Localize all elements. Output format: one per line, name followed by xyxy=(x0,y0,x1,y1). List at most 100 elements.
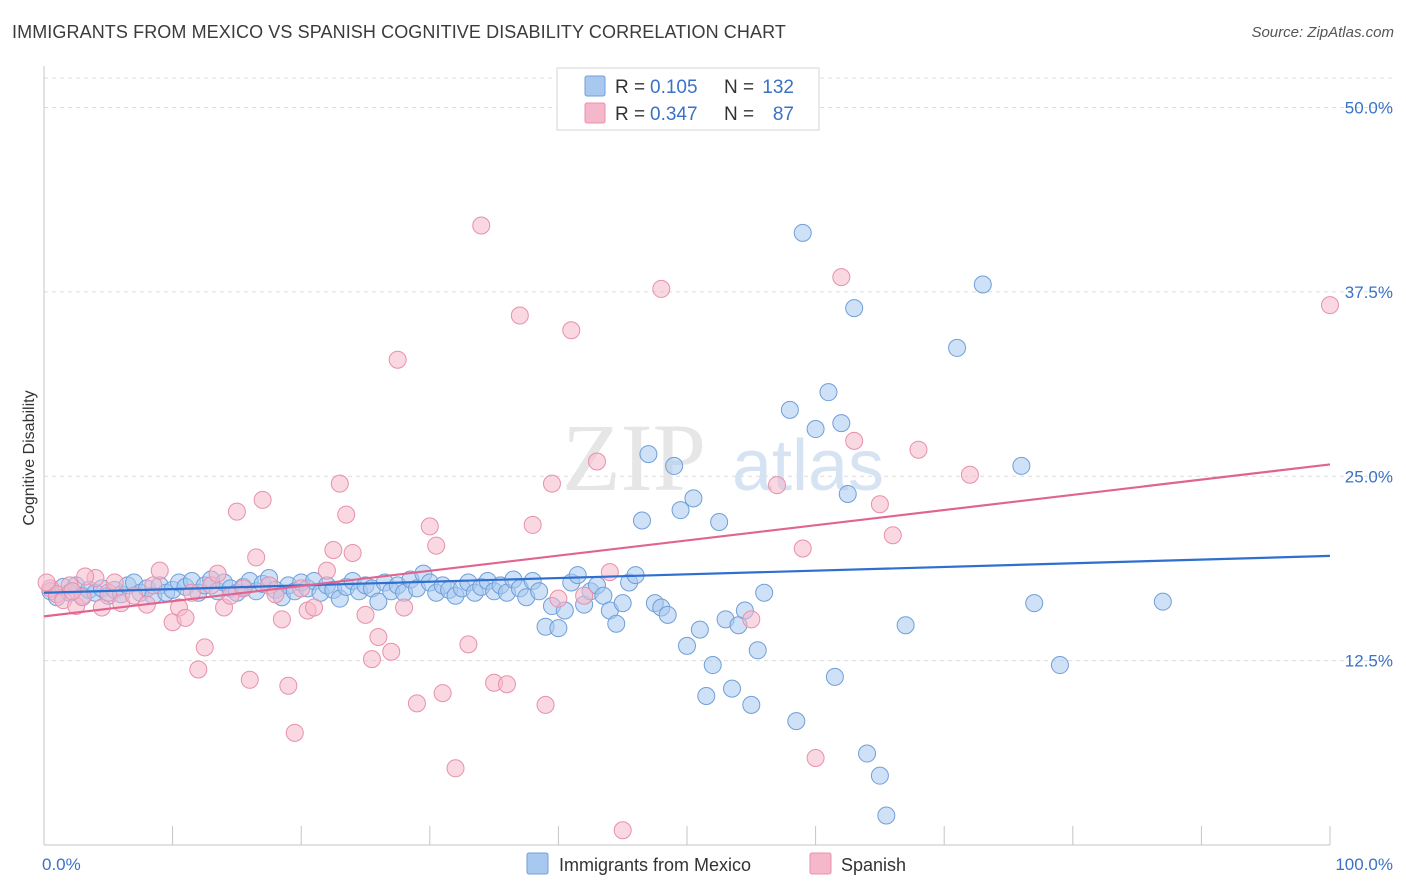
stats-legend-swatch-blue xyxy=(584,75,606,97)
x-axis-min-label: 0.0% xyxy=(42,855,81,874)
point-spanish-32 xyxy=(279,676,298,695)
y-tick-label-3: 50.0% xyxy=(1345,99,1393,118)
point-spanish-26 xyxy=(240,670,259,689)
point-mexico-124 xyxy=(948,338,967,357)
point-mexico-122 xyxy=(877,806,896,825)
watermark-zip: ZIP xyxy=(562,404,706,511)
point-spanish-73 xyxy=(845,431,864,450)
point-mexico-92 xyxy=(632,511,651,530)
y-tick-label-0: 12.5% xyxy=(1345,652,1393,671)
point-mexico-126 xyxy=(1012,456,1031,475)
point-spanish-57 xyxy=(510,306,529,325)
legend-label-immigrants-from-mexico: Immigrants from Mexico xyxy=(559,855,751,875)
chart-source: Source: ZipAtlas.com xyxy=(1251,24,1394,41)
point-spanish-18 xyxy=(189,660,208,679)
point-spanish-46 xyxy=(388,350,407,369)
point-mexico-130 xyxy=(1153,592,1172,611)
series-spanish xyxy=(37,216,1339,840)
point-spanish-71 xyxy=(806,748,825,767)
point-spanish-40 xyxy=(337,505,356,524)
point-mexico-109 xyxy=(742,695,761,714)
point-spanish-16 xyxy=(176,608,195,627)
point-spanish-82 xyxy=(105,573,124,592)
point-mexico-89 xyxy=(613,594,632,613)
series-immigrants-from-mexico xyxy=(41,223,1172,825)
stats-legend-r-label-pink: R = xyxy=(615,104,645,125)
point-spanish-38 xyxy=(324,541,343,559)
point-mexico-127 xyxy=(1025,594,1044,613)
trend-line-spanish xyxy=(43,463,1331,618)
axes xyxy=(43,66,1331,846)
stats-legend-n-label-blue: N = xyxy=(724,77,754,98)
point-mexico-79 xyxy=(549,619,568,638)
point-spanish-48 xyxy=(407,694,426,713)
point-mexico-100 xyxy=(684,489,703,508)
point-spanish-72 xyxy=(832,268,851,287)
point-spanish-78 xyxy=(1321,296,1339,315)
point-mexico-101 xyxy=(690,620,709,639)
trend-line-mexico xyxy=(43,554,1331,594)
y-tick-label-1: 25.0% xyxy=(1345,467,1393,486)
point-mexico-116 xyxy=(825,667,844,686)
point-spanish-34 xyxy=(292,579,311,598)
point-mexico-97 xyxy=(665,456,684,475)
legend-swatch-immigrants-from-mexico xyxy=(526,852,549,875)
point-mexico-93 xyxy=(639,445,658,464)
point-spanish-68 xyxy=(742,610,761,629)
point-spanish-74 xyxy=(870,495,889,514)
point-spanish-75 xyxy=(883,526,902,545)
point-mexico-119 xyxy=(845,299,864,318)
point-spanish-60 xyxy=(542,474,561,493)
point-spanish-10 xyxy=(125,586,144,605)
point-spanish-41 xyxy=(343,543,362,562)
stats-legend-r-value-blue: 0.105 xyxy=(650,77,698,98)
point-mexico-88 xyxy=(607,614,626,633)
point-spanish-54 xyxy=(472,216,491,235)
point-spanish-28 xyxy=(253,490,272,509)
point-spanish-58 xyxy=(523,515,542,534)
point-spanish-13 xyxy=(150,561,169,580)
point-mexico-123 xyxy=(896,616,915,635)
point-spanish-77 xyxy=(960,465,979,484)
stats-legend-r-label-blue: R = xyxy=(615,77,645,98)
point-spanish-76 xyxy=(909,440,928,459)
trend-lines xyxy=(43,463,1331,618)
point-mexico-115 xyxy=(819,383,838,402)
point-mexico-128 xyxy=(1050,656,1069,675)
legend-label-spanish: Spanish xyxy=(841,855,906,875)
series-legend: Immigrants from Mexico Spanish xyxy=(526,852,906,875)
point-spanish-56 xyxy=(497,675,516,694)
point-mexico-99 xyxy=(678,636,696,655)
point-mexico-121 xyxy=(870,766,889,785)
point-spanish-49 xyxy=(420,517,439,536)
point-mexico-96 xyxy=(658,605,677,624)
chart-title: IMMIGRANTS FROM MEXICO VS SPANISH COGNIT… xyxy=(12,22,786,42)
stats-legend-n-value-pink: 87 xyxy=(773,104,794,125)
point-mexico-102 xyxy=(697,687,716,706)
point-mexico-111 xyxy=(755,583,774,602)
point-spanish-81 xyxy=(76,567,95,586)
y-tick-label-2: 37.5% xyxy=(1345,283,1393,302)
point-spanish-33 xyxy=(285,723,304,742)
point-mexico-104 xyxy=(710,512,729,531)
point-spanish-31 xyxy=(272,610,291,629)
point-spanish-37 xyxy=(317,561,336,580)
point-mexico-82 xyxy=(568,566,587,585)
point-spanish-21 xyxy=(208,564,227,583)
point-mexico-103 xyxy=(703,656,722,675)
point-spanish-43 xyxy=(362,650,381,669)
point-spanish-27 xyxy=(247,548,266,567)
point-spanish-63 xyxy=(575,586,594,605)
point-mexico-129 xyxy=(793,223,812,242)
point-spanish-50 xyxy=(427,536,446,555)
point-mexico-118 xyxy=(838,484,857,503)
point-spanish-61 xyxy=(549,589,568,608)
point-spanish-39 xyxy=(330,474,349,493)
point-spanish-51 xyxy=(433,684,452,703)
point-spanish-36 xyxy=(305,598,324,617)
point-mexico-114 xyxy=(806,420,825,439)
point-spanish-52 xyxy=(446,759,465,778)
point-mexico-117 xyxy=(832,414,851,433)
stats-legend-n-value-blue: 132 xyxy=(762,77,794,98)
